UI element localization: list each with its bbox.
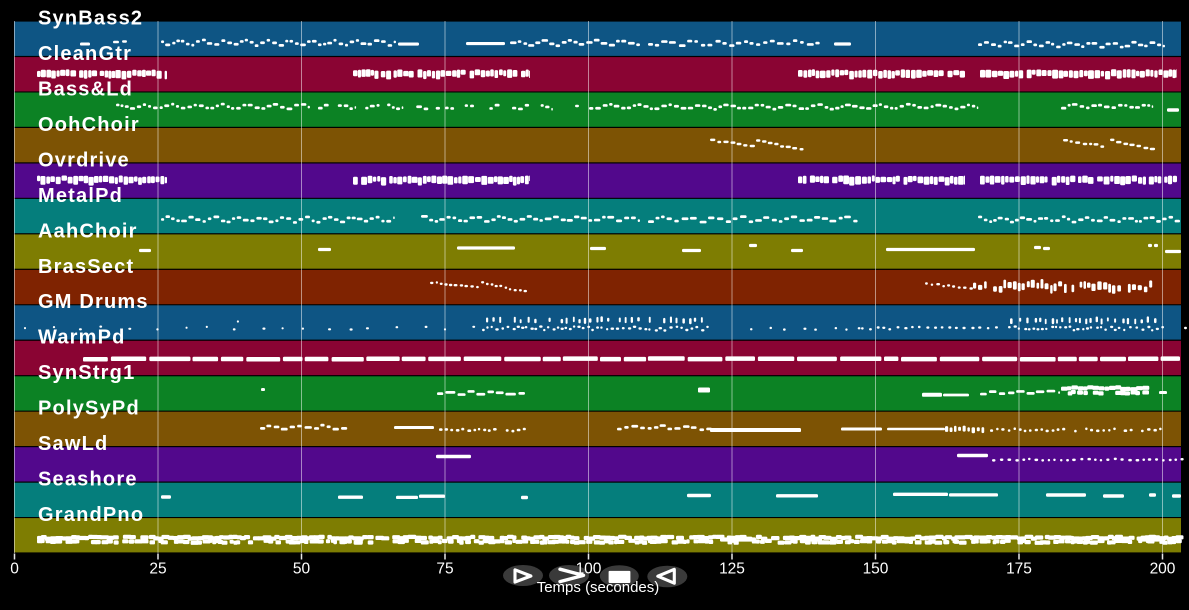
svg-text:200: 200 — [1150, 561, 1176, 578]
svg-text:GM Drums: GM Drums — [38, 291, 149, 313]
svg-text:125: 125 — [719, 561, 745, 578]
svg-text:Temps (secondes): Temps (secondes) — [537, 579, 660, 596]
svg-text:PolySyPd: PolySyPd — [38, 398, 140, 420]
svg-text:BrasSect: BrasSect — [38, 256, 134, 278]
svg-text:SawLd: SawLd — [38, 433, 108, 455]
svg-text:CleanGtr: CleanGtr — [38, 43, 132, 65]
svg-text:50: 50 — [293, 561, 311, 578]
svg-text:75: 75 — [436, 561, 453, 578]
svg-text:MetalPd: MetalPd — [38, 185, 123, 207]
svg-text:Seashore: Seashore — [38, 469, 138, 491]
svg-text:25: 25 — [149, 561, 166, 578]
svg-text:Bass&Ld: Bass&Ld — [38, 78, 133, 100]
svg-text:Ovrdrive: Ovrdrive — [38, 149, 130, 171]
svg-text:150: 150 — [863, 561, 889, 578]
svg-text:AahChoir: AahChoir — [38, 220, 138, 242]
svg-text:WarmPd: WarmPd — [38, 327, 126, 349]
svg-text:SynBass2: SynBass2 — [38, 8, 143, 30]
svg-text:GrandPno: GrandPno — [38, 504, 144, 526]
svg-text:SynStrg1: SynStrg1 — [38, 362, 135, 384]
svg-text:OohChoir: OohChoir — [38, 114, 140, 136]
svg-text:0: 0 — [10, 561, 19, 578]
svg-text:175: 175 — [1006, 561, 1032, 578]
svg-text:100: 100 — [576, 561, 602, 578]
